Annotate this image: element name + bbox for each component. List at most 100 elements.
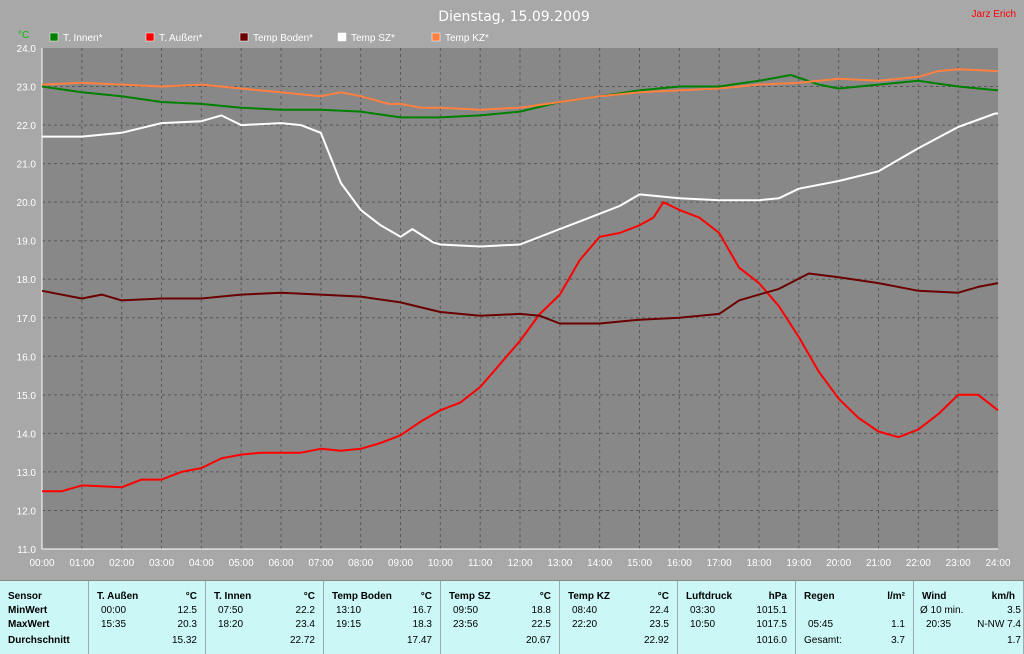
- x-tick-label: 03:00: [149, 558, 174, 569]
- min-value: 12.5: [177, 605, 197, 616]
- stats-row: 08:40 22.4: [560, 604, 677, 617]
- column-header: T. Innen: [214, 591, 252, 602]
- legend-label: T. Innen*: [63, 33, 103, 44]
- y-tick-label: 12.0: [17, 506, 37, 517]
- y-tick-label: 19.0: [17, 237, 37, 248]
- column-unit: hPa: [768, 591, 787, 602]
- y-tick-label: 18.0: [17, 275, 37, 286]
- column-header: Temp KZ: [568, 591, 611, 602]
- column-unit: °C: [420, 591, 432, 602]
- wind-max-value: N-NW 7.4: [977, 619, 1021, 630]
- x-tick-label: 15:00: [627, 558, 652, 569]
- column-unit: °C: [185, 591, 197, 602]
- max-value: 1017.5: [756, 619, 787, 630]
- stats-row: Sensor: [0, 590, 88, 603]
- stats-column: Regen l/m² 05:45 1.1 Gesamt: 3.7: [796, 581, 914, 654]
- min-value: 22.4: [649, 605, 669, 616]
- column-header: Temp SZ: [449, 591, 491, 602]
- stats-row: 13:10 16.7: [324, 604, 440, 617]
- avg-value: 1016.0: [756, 635, 787, 646]
- max-value: 20.3: [177, 619, 197, 630]
- stats-row: T. Außen °C: [89, 590, 205, 603]
- x-tick-label: 18:00: [746, 558, 771, 569]
- x-tick-label: 16:00: [667, 558, 692, 569]
- min-time: 03:30: [690, 605, 716, 616]
- x-tick-label: 02:00: [109, 558, 134, 569]
- stats-row: Temp Boden °C: [324, 590, 440, 603]
- max-value: 23.4: [295, 619, 315, 630]
- min-time: 09:50: [453, 605, 479, 616]
- stats-row: 22.72: [206, 634, 323, 647]
- stats-row: 05:45 1.1: [796, 618, 913, 631]
- rain-total-value: 3.7: [891, 635, 905, 646]
- x-tick-label: 17:00: [707, 558, 732, 569]
- avg-value: 20.67: [525, 635, 551, 646]
- x-tick-label: 14:00: [587, 558, 612, 569]
- stats-row: 23:56 22.5: [441, 618, 559, 631]
- statistics-panel: Sensor MinWert MaxWert Durchschnitt T. Außen…: [0, 580, 1024, 654]
- x-tick-label: 01:00: [69, 558, 94, 569]
- legend-swatch: [49, 32, 59, 42]
- max-time: 15:35: [101, 619, 127, 630]
- wind-avg-label: Ø 10 min.: [920, 605, 964, 616]
- stats-column: Temp Boden °C 13:10 16.7 19:15 18.3 17.47: [324, 581, 441, 654]
- stats-row: 1016.0: [678, 634, 795, 647]
- legend-label: Temp SZ*: [351, 33, 395, 44]
- stats-column: T. Innen °C 07:50 22.2 18:20 23.4 22.72: [206, 581, 324, 654]
- x-tick-label: 08:00: [348, 558, 373, 569]
- column-unit: km/h: [991, 591, 1015, 602]
- wind-max-time: 20:35: [926, 619, 952, 630]
- legend-label: Temp Boden*: [253, 33, 313, 44]
- stats-row: Gesamt: 3.7: [796, 634, 913, 647]
- column-header: Temp Boden: [332, 591, 392, 602]
- min-time: 08:40: [572, 605, 598, 616]
- column-header: Regen: [804, 591, 835, 602]
- stats-row: Regen l/m²: [796, 590, 913, 603]
- y-tick-label: 13.0: [17, 468, 37, 479]
- stats-row: 15.32: [89, 634, 205, 647]
- stats-row: 18:20 23.4: [206, 618, 323, 631]
- legend-swatch: [145, 32, 155, 42]
- stats-row: T. Innen °C: [206, 590, 323, 603]
- stats-row: Durchschnitt: [0, 634, 88, 647]
- y-tick-label: 21.0: [17, 160, 37, 171]
- column-unit: °C: [539, 591, 551, 602]
- min-value: 16.7: [412, 605, 432, 616]
- stats-row: 22:20 23.5: [560, 618, 677, 631]
- min-value: 1015.1: [756, 605, 787, 616]
- stats-row: 15:35 20.3: [89, 618, 205, 631]
- stats-row: 00:00 12.5: [89, 604, 205, 617]
- row-label: MinWert: [8, 605, 48, 616]
- min-value: 22.2: [295, 605, 315, 616]
- max-value: 18.3: [412, 619, 432, 630]
- stats-column: Sensor MinWert MaxWert Durchschnitt: [0, 581, 89, 654]
- y-axis-unit: °C: [18, 30, 29, 41]
- x-tick-label: 23:00: [946, 558, 971, 569]
- legend: T. Innen* T. Außen* Temp Boden* Temp SZ* Tem…: [49, 32, 489, 44]
- column-header: Sensor: [8, 591, 42, 602]
- avg-value: 15.32: [171, 635, 197, 646]
- stats-row: 10:50 1017.5: [678, 618, 795, 631]
- stats-column: Wind km/h Ø 10 min. 3.5 20:35 N-NW 7.4 1.7: [914, 581, 1024, 654]
- avg-value: 17.47: [406, 635, 432, 646]
- series-line: [41, 74, 999, 119]
- x-tick-label: 05:00: [229, 558, 254, 569]
- x-tick-label: 12:00: [507, 558, 532, 569]
- series-line: [42, 201, 999, 493]
- series-lines: [41, 68, 999, 493]
- rain-value: 1.1: [891, 619, 905, 630]
- stats-row: 20.67: [441, 634, 559, 647]
- max-time: 22:20: [572, 619, 598, 630]
- x-tick-label: 00:00: [29, 558, 54, 569]
- stats-row: Luftdruck hPa: [678, 590, 795, 603]
- x-tick-label: 07:00: [308, 558, 333, 569]
- min-time: 13:10: [336, 605, 362, 616]
- x-tick-label: 19:00: [786, 558, 811, 569]
- stats-row: 1.7: [914, 634, 1023, 647]
- x-tick-label: 06:00: [268, 558, 293, 569]
- y-tick-label: 16.0: [17, 352, 37, 363]
- series-line: [42, 112, 998, 248]
- x-tick-label: 20:00: [826, 558, 851, 569]
- avg-value: 22.72: [289, 635, 315, 646]
- column-unit: °C: [657, 591, 669, 602]
